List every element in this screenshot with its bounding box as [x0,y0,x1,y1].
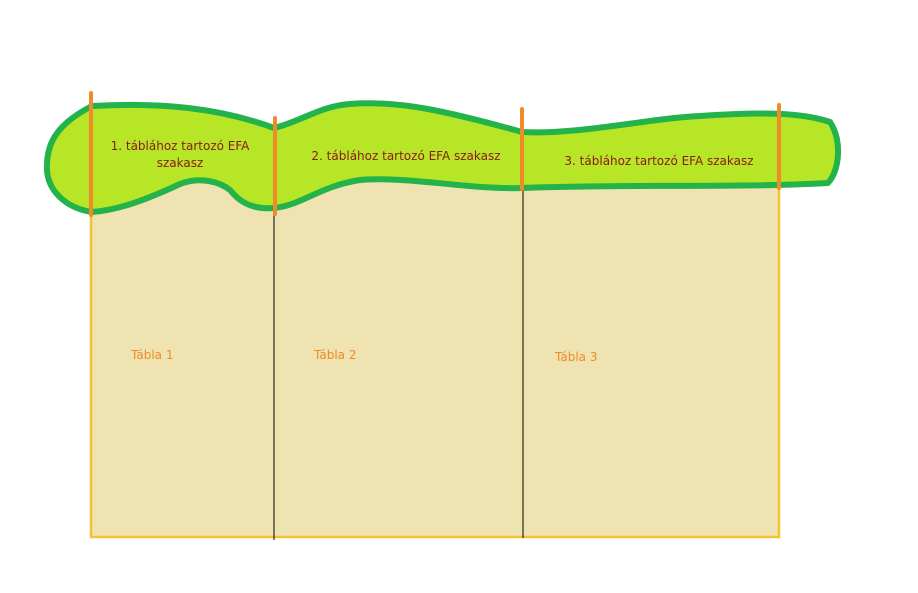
efa-strip-label-1-line-2: szakasz [157,156,204,170]
field-label-2: Tábla 2 [313,348,356,362]
efa-strip-label-3: 3. táblához tartozó EFA szakasz [564,154,753,168]
efa-strip-label-2: 2. táblához tartozó EFA szakasz [311,149,500,163]
field-area [89,178,781,539]
efa-strip-label-1: 1. táblához tartozó EFA [111,139,251,153]
field-label-3: Tábla 3 [554,350,597,364]
field-label-1: Tábla 1 [130,348,173,362]
efa-strip [43,100,842,215]
